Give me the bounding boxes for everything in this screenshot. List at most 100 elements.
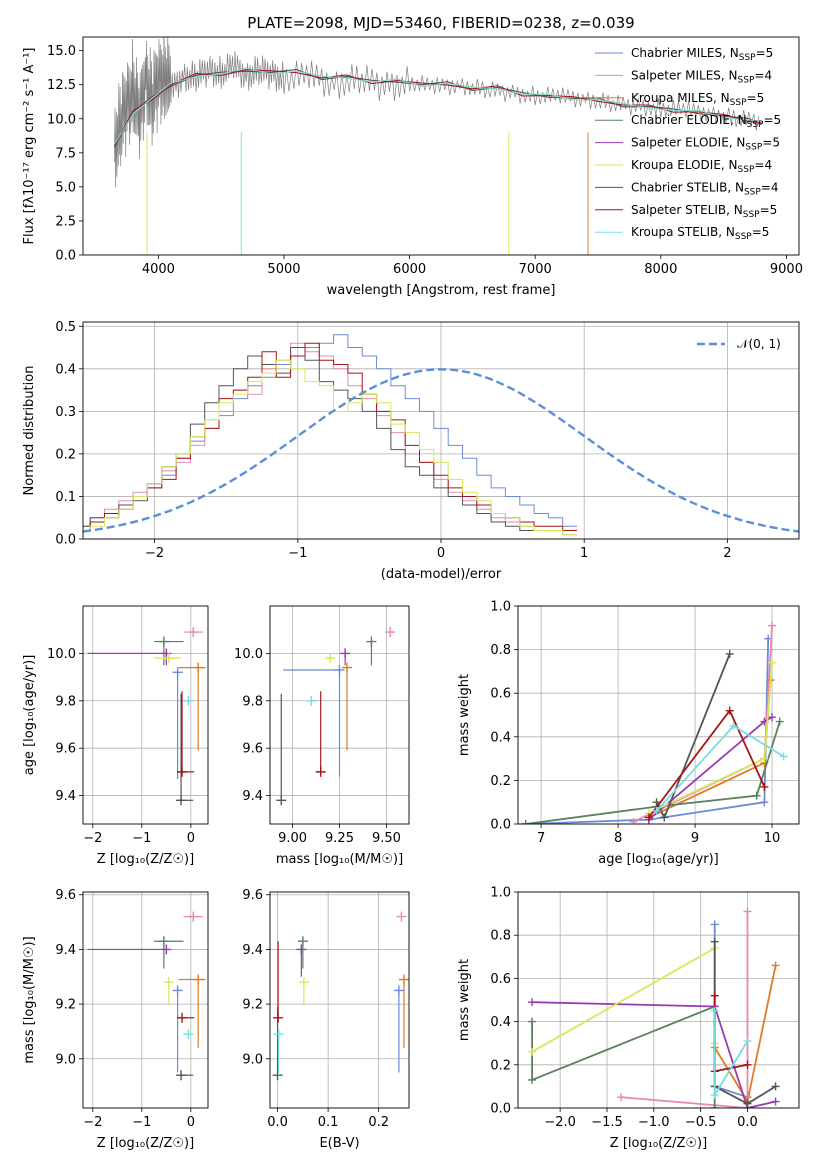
x-tick-label: −0.5 [685,1115,717,1130]
legend-label: Salpeter STELIB, NSSP=5 [631,203,777,220]
y-tick-label: 0.0 [490,1102,511,1117]
y-tick-label: 1.0 [490,886,511,901]
y-tick-label: 9.0 [242,1052,263,1067]
y-tick-label: 5.0 [55,180,76,195]
y-tick-label: 1.0 [490,600,511,615]
x-tick-label: 0 [187,831,195,846]
legend-label: Salpeter MILES, NSSP=4 [631,68,772,85]
y-tick-label: 10.0 [47,647,76,662]
panel-weight-vs-Z: −2.0 −1.5 −1.0 −0.5 0.0 0.0 0.2 0.4 0.6 0.8 1.0 Z [… [457,886,800,1151]
y-tick-label: 9.6 [55,742,76,757]
gaussian-curve [83,368,799,533]
x-tick-label: 8000 [644,262,677,277]
y-tick-label: 0.0 [490,818,511,833]
mass-weight-point [521,820,530,824]
fit-point [366,636,377,647]
x-tick-label: 4000 [142,262,175,277]
fit-point [188,911,199,922]
x-tick-label: 0 [187,1115,195,1130]
legend-label: Chabrier ELODIE, NSSP=5 [631,113,781,130]
mass-weight-point [617,1093,626,1102]
mass-weight-point [710,937,719,946]
fit-point [188,627,199,638]
plot-area [521,621,788,824]
mass-weight-point [710,1006,719,1015]
axes-frame [269,605,410,825]
fit-point [272,1070,283,1081]
x-tick-label: 0.0 [267,1115,288,1130]
y-tick-label: 0.0 [55,533,76,548]
plot-area [528,907,780,1108]
fit-point [158,636,169,647]
panel-spectrum: 4000 5000 6000 7000 8000 9000 0.0 2.5 5.0 7.5 10.0… [22,36,803,298]
fit-point [177,1012,188,1023]
y-tick-label: 9.4 [242,789,263,804]
fit-point [298,977,309,988]
panel-residuals: −2 −1 0 1 2 0.0 0.1 0.2 0.3 0.4 0.5 (data-model)/er… [22,320,800,582]
fit-point [342,662,353,673]
x-tick-label: −1 [132,831,151,846]
x-tick-label: 1 [580,546,588,561]
x-tick-label: 9.25 [325,831,354,846]
y-axis-label: mass weight [457,959,472,1041]
legend-label: Kroupa STELIB, NSSP=5 [631,225,769,242]
x-tick-label: 0 [437,546,445,561]
mass-weight-point [528,1047,537,1056]
x-axis-label: wavelength [Angstrom, rest frame] [327,283,556,298]
y-tick-label: 0.5 [55,320,76,335]
panel-age-vs-mass: 9.00 9.25 9.50 9.4 9.6 9.8 10.0 mass [log₁₀(M/M… [234,605,410,867]
x-tick-label: 7000 [519,262,552,277]
y-tick-label: 0.4 [490,730,511,745]
axes-frame [82,36,800,256]
x-tick-label: 8 [614,831,622,846]
model-spectrum [114,67,762,145]
y-tick-label: 0.6 [490,972,511,987]
x-axis-label: mass [log₁₀(M/M☉)] [276,852,403,867]
fit-point [176,1070,187,1081]
x-tick-label: 10 [764,831,781,846]
mass-weight-point [752,791,761,800]
y-tick-label: 7.5 [55,146,76,161]
mass-weight-point [771,1097,780,1106]
mass-weight-point [760,782,769,791]
y-tick-label: 9.6 [242,742,263,757]
y-tick-label: 9.4 [242,943,263,958]
panel-mass-vs-ebv: 0.0 0.1 0.2 9.0 9.2 9.4 9.6 E(B-V) [242,888,410,1151]
y-axis-label: mass [log₁₀(M/M☉)] [22,936,37,1063]
fit-point [385,627,396,638]
y-tick-label: 12.5 [47,78,76,93]
legend-label: Chabrier STELIB, NSSP=4 [631,180,779,197]
y-tick-label: 9.8 [55,694,76,709]
y-tick-label: 9.2 [55,998,76,1013]
fit-point [396,911,407,922]
y-tick-label: 9.6 [242,888,263,903]
mass-weight-point [743,907,752,916]
residual-histogram [83,342,577,531]
axes-frame [517,605,800,825]
mass-weight-point [528,998,537,1007]
y-tick-label: 9.8 [242,694,263,709]
plot-area [114,37,762,255]
plot-area [272,911,409,1081]
y-tick-label: 9.4 [55,943,76,958]
fit-point [183,1029,194,1040]
x-axis-label: E(B-V) [319,1136,359,1151]
fit-point [183,695,194,706]
x-tick-label: −1.0 [638,1115,670,1130]
y-axis-label: age [log₁₀(age/yr)] [22,655,37,776]
x-tick-label: 2 [723,546,731,561]
y-tick-label: 2.5 [55,214,76,229]
legend-label-gauss: 𝒩(0, 1) [737,337,781,351]
mass-weight-line [532,1001,776,1108]
mass-weight-point [652,798,661,807]
x-tick-label: 9000 [770,262,803,277]
mass-weight-point [710,1091,719,1100]
residual-histogram [83,359,577,536]
x-tick-label: 0.0 [737,1115,758,1130]
x-tick-label: 9.50 [372,831,401,846]
x-tick-label: −1.5 [591,1115,623,1130]
mass-weight-point [629,817,638,824]
plot-area [83,334,799,536]
fit-point [161,944,172,955]
y-tick-label: 0.1 [55,490,76,505]
